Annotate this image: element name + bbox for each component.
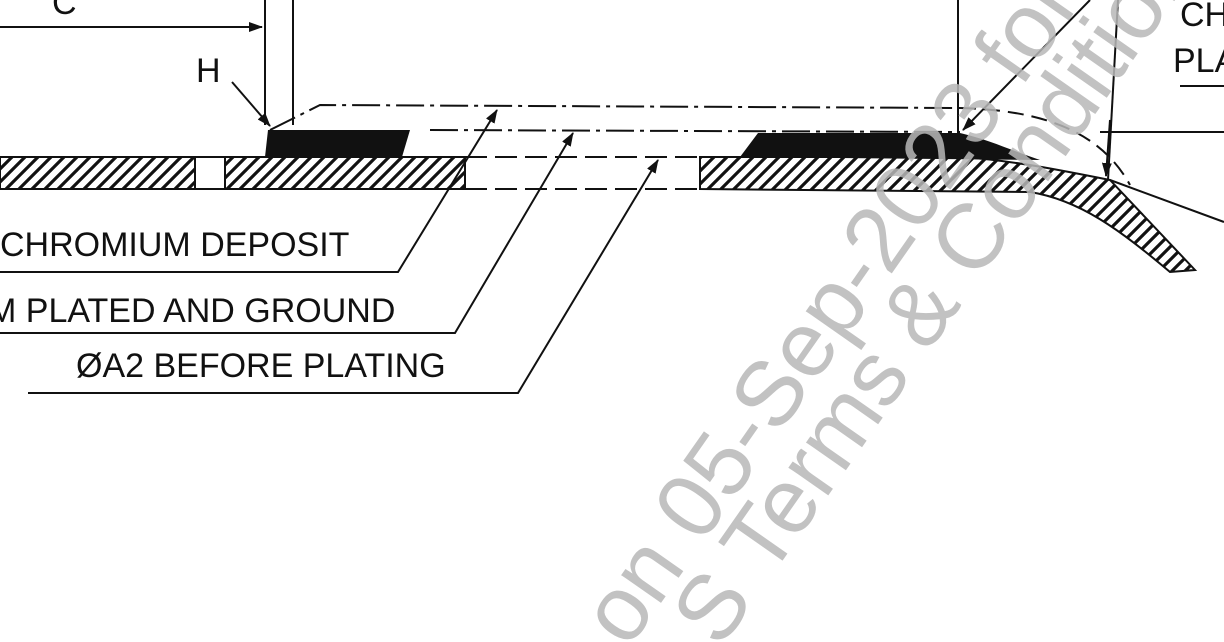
deposit-left — [265, 130, 410, 157]
watermark: on 05-Sep-2023 for th S Terms & Conditio… — [561, 0, 1224, 642]
label-h: H — [196, 52, 221, 90]
vertical-reference-lines — [264, 0, 1224, 181]
h-leader-line — [231, 81, 271, 127]
curve-dash-outline — [959, 107, 1131, 186]
label-chromium-deposit: CHROMIUM DEPOSIT — [0, 226, 349, 264]
base-part-section — [0, 156, 1224, 274]
label-c: C — [52, 0, 77, 22]
label-plated-and-ground: M PLATED AND GROUND — [0, 292, 395, 330]
surface-outline-lines — [269, 103, 1131, 190]
hatch-band-mid — [224, 156, 466, 190]
label-before-plating: ØA2 BEFORE PLATING — [76, 347, 446, 385]
label-right-top: CH — [1180, 0, 1224, 34]
deposit-right — [740, 133, 1040, 160]
hatch-band-left — [0, 156, 196, 190]
leader-before-plating — [28, 159, 659, 394]
label-right-bottom: PLA — [1173, 42, 1224, 80]
right-diagonal-arrow — [962, 0, 1091, 131]
groove-gap — [194, 156, 226, 190]
vline-right — [1107, 0, 1119, 181]
ground-outline-dashdot — [429, 129, 961, 133]
chromium-deposit-fills — [265, 130, 1040, 160]
right-vertical-arrow — [1101, 119, 1112, 177]
leader-plated-ground — [0, 132, 574, 334]
hatch-band-right-curve — [699, 156, 1198, 274]
outer-curve-line — [1109, 179, 1224, 223]
leader-chromium-deposit — [0, 109, 498, 273]
label-leaders — [0, 109, 659, 394]
plated-outline-dashdot — [269, 103, 961, 131]
